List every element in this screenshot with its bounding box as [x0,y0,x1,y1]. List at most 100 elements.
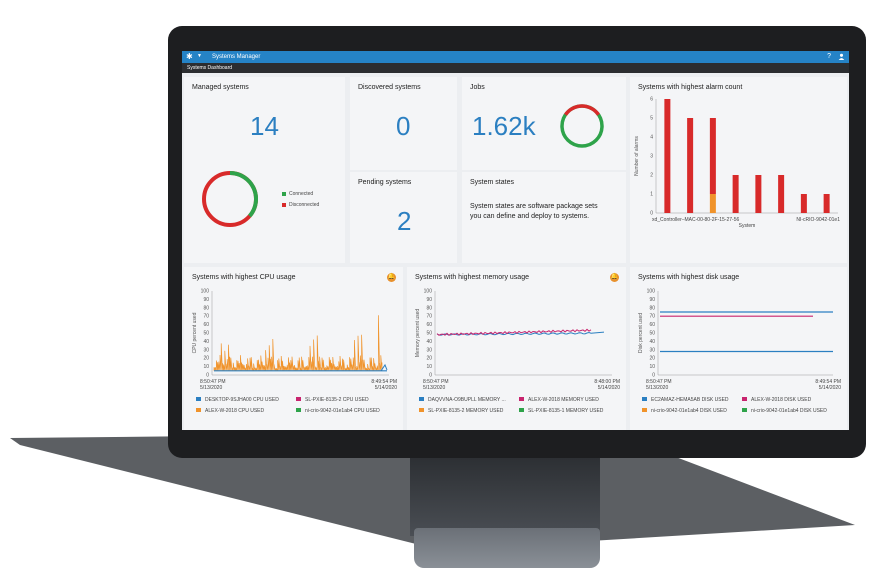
y-axis-label: Number of alarms [634,136,640,176]
legend-label: ALEX-W-2018 MEMORY USED [528,397,599,403]
y-tick-label: 20 [203,356,209,362]
y-tick-label: 2 [650,173,653,179]
y-tick-label: 80 [426,305,432,311]
card-title: Managed systems [192,84,249,91]
card-title: Jobs [470,84,485,91]
system-states-description: System states are software package sets … [470,203,598,220]
legend-swatch [296,408,301,412]
bar [823,194,830,213]
dashboard-screen: ✱ ▼ Systems Manager ? Systems Dashboard … [182,51,849,430]
memory-line-chart: 0 10 20 30 40 50 60 70 80 90 100 Memory percent use… [415,289,620,415]
y-tick-label: 50 [203,331,209,337]
y-tick-label: 70 [649,314,655,320]
y-tick-label: 40 [649,339,655,345]
jobs-count: 1.62k [472,111,536,141]
alarm-bar-chart: 0 1 2 3 4 5 6 Number of alarms xd_Controller–MAC… [634,97,840,230]
tab-bar: Systems Dashboard [182,63,849,73]
y-tick-label: 20 [649,356,655,362]
x-tick-label: 8:50:47 PM [646,379,672,385]
y-tick-label: 100 [647,289,656,295]
jobs-donut [560,104,604,148]
x-axis-label: System [739,223,756,229]
y-tick-label: 90 [203,297,209,303]
y-tick-label: 10 [649,364,655,370]
x-tick-label: 5/14/2020 [375,385,397,391]
card-title: Systems with highest alarm count [638,84,743,91]
card-title: Systems with highest CPU usage [192,274,296,281]
legend-swatch [196,397,201,401]
x-tick-label: 5/13/2020 [423,385,445,391]
alarm-count-card[interactable]: Systems with highest alarm count 0 1 2 3 4 5 6… [630,77,847,263]
y-tick-label: 4 [650,135,653,141]
y-tick-label: 100 [424,289,433,295]
x-tick-label: 5/13/2020 [200,385,222,391]
y-tick-label: 60 [426,322,432,328]
x-tick-label: 8:49:54 PM [371,379,397,385]
legend-label: EC2AMAZ-HEMA5AB DISK USED [651,397,729,403]
series-line-alex-memory [436,328,592,336]
x-tick-label: 8:49:54 PM [815,379,841,385]
legend-swatch [742,408,747,412]
discovered-count: 0 [396,111,411,141]
y-tick-label: 80 [649,305,655,311]
y-tick-label: 10 [203,364,209,370]
disk-usage-card[interactable]: Systems with highest disk usage 0 10 20 30 4… [630,267,847,430]
legend-label: ni-crio-9042-01e1ab4 DISK USED [751,408,827,414]
legend-label: SL-PXIE-8135-2 MEMORY USED [428,408,504,414]
chevron-down-icon[interactable]: ▼ [197,53,202,59]
y-axis-label: Memory percent used [415,309,421,358]
legend-connected: Connected [282,191,313,197]
pending-systems-card[interactable]: Pending systems 2 [350,172,457,263]
memory-usage-card[interactable]: Systems with highest memory usage 🔔 0 10 2… [407,267,626,430]
y-tick-label: 0 [429,373,432,379]
series-line-daqvvna-memory [436,331,605,336]
app-title: Systems Manager [212,54,261,60]
bar [755,175,762,213]
y-tick-label: 0 [652,373,655,379]
y-axis-label: Disk percent used [638,313,644,353]
app-titlebar: ✱ ▼ Systems Manager ? [182,51,849,63]
y-tick-label: 80 [203,305,209,311]
bar [687,118,694,213]
legend-swatch [742,397,747,401]
bar [778,175,785,213]
legend-label: SL-PXIE-8135-1 MEMORY USED [528,408,604,414]
legend-disconnected: Disconnected [282,202,319,208]
bar [709,118,716,194]
series-line-alex-cpu [213,315,383,371]
app-menu-icon[interactable]: ✱ [186,52,193,61]
tab-systems-dashboard[interactable]: Systems Dashboard [187,65,233,71]
discovered-systems-card[interactable]: Discovered systems 0 [350,77,457,170]
legend-swatch [296,397,301,401]
system-states-card[interactable]: System states System states are software… [462,172,626,263]
help-icon[interactable]: ? [827,53,831,60]
connection-donut [202,171,258,227]
cpu-usage-card[interactable]: Systems with highest CPU usage 🔔 0 10 20 30… [184,267,403,430]
y-tick-label: 0 [650,211,653,217]
series-line-desktop-cpu-tail [380,363,388,372]
legend-label: DAQVVNA-O9BUPLL MEMORY ... [428,397,506,403]
y-tick-label: 100 [201,289,210,295]
x-tick-label: xd_Controller–MAC-00-80-2F-15-27-56 [652,217,739,223]
legend-label: SL-PXIE-8135-2 CPU USED [305,397,369,403]
y-tick-label: 50 [426,331,432,337]
user-icon[interactable] [838,53,845,60]
x-tick-label: 8:48:00 PM [594,379,620,385]
bell-icon[interactable]: 🔔 [610,273,619,282]
legend-label: DESKTOP-9SJHA00 CPU USED [205,397,279,403]
y-tick-label: 5 [650,116,653,122]
y-tick-label: 70 [426,314,432,320]
y-axis-label: CPU percent used [192,312,198,353]
legend-label: ALEX-W-2018 DISK USED [751,397,812,403]
y-tick-label: 40 [203,339,209,345]
cpu-line-chart: 0 10 20 30 40 50 60 70 80 90 100 CPU percent used 8:… [192,289,397,415]
managed-systems-card[interactable]: Managed systems 14 Connected Disconnecte… [184,77,345,263]
jobs-card[interactable]: Jobs 1.62k [462,77,626,170]
monitor-stand-neck [410,456,600,536]
pending-count: 2 [397,206,412,236]
bar [664,99,671,213]
bell-icon[interactable]: 🔔 [387,273,396,282]
legend-swatch [519,408,524,412]
legend-label: ni-crio-9042-01e1ab4 DISK USED [651,408,727,414]
managed-count: 14 [250,111,279,141]
